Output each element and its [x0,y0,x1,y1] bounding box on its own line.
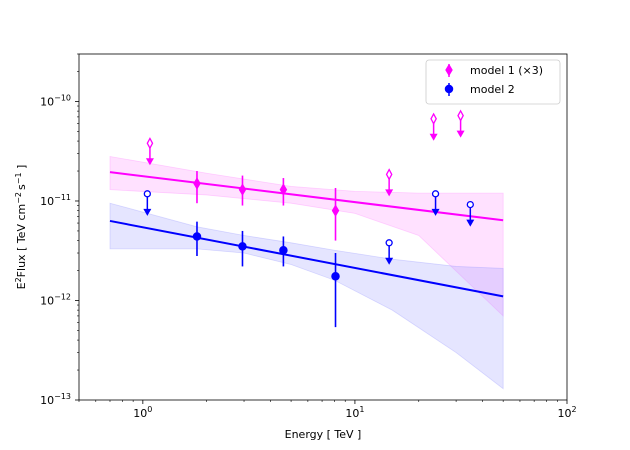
upper-limit-model-2 [466,200,475,227]
upper-limit-model-1 [456,109,465,138]
y-tick-label: 10−13 [40,392,71,407]
fit-lines [109,171,504,298]
limit-marker [143,190,151,198]
limit-marker [430,112,437,125]
upper-limit-model-2 [143,190,152,216]
legend-label-model-2: model 2 [470,83,515,96]
data-point-model-1 [331,188,340,241]
legend-circle [444,84,454,94]
fit-line-model-2 [109,219,504,298]
band-model-1 [109,156,504,317]
point-marker [192,232,202,241]
point-marker [238,183,247,196]
legend-box [425,59,561,105]
x-axis-label: Energy [ TeV ] [285,428,362,441]
data-point-model-1 [279,178,288,206]
upper-limit-model-2 [385,239,394,265]
limit-arrow [456,130,465,138]
legend-marker-model-2 [444,83,454,96]
point-marker [238,242,247,251]
band-model-2 [109,202,504,390]
limit-marker [385,239,393,247]
y-axis-ticks: 10−13 10−12 10−11 10−10 [40,53,79,407]
data-point-model-2 [279,236,288,267]
point-marker [279,245,288,255]
legend-diamond [445,63,453,77]
axes-frame [78,53,568,401]
upper-limit-model-2 [431,190,440,216]
data-marks [143,109,475,328]
y-label-flux: Flux [ TeV cm [15,204,28,278]
x-tick-label: 101 [345,405,364,420]
y-label-e: E [15,282,28,289]
data-point-model-1 [193,171,201,204]
upper-limit-model-1 [429,112,438,141]
limit-marker [431,190,440,198]
point-marker [331,204,340,217]
y-axis-label: E2Flux [ TeV cm−2 s−1 ] [14,165,28,290]
limit-arrow [431,208,440,216]
limit-marker [466,200,474,209]
limit-arrow [429,133,438,141]
fit-line-model-1 [109,171,504,222]
y-tick-label: 10−10 [40,93,71,108]
y-tick-label: 10−12 [40,292,71,307]
upper-limit-model-1 [145,137,154,166]
legend: model 1 (×3) model 2 [425,59,561,105]
limit-marker [146,137,154,150]
data-point-model-2 [331,253,340,328]
y-label-s-sup: −1 [14,172,23,184]
limit-arrow [385,257,394,265]
point-marker [193,177,201,190]
limit-arrow [145,158,154,166]
data-point-model-2 [192,221,202,256]
data-point-model-1 [238,175,247,206]
y-label-e-sup: 2 [14,277,23,282]
point-marker [279,183,288,196]
limit-marker [385,168,393,181]
limit-arrow [143,208,152,216]
confidence-bands [109,156,504,390]
limit-arrow [466,219,475,227]
x-tick-label: 102 [557,405,576,420]
point-marker [331,272,340,281]
x-axis-ticks: 100 101 102 [78,400,577,420]
y-tick-label: 10−11 [40,193,71,208]
limit-marker [457,109,464,122]
limit-arrow [385,189,394,197]
x-tick-label: 100 [133,405,152,420]
upper-limit-model-1 [385,168,394,197]
y-label-cm-sup: −2 [14,192,23,204]
legend-marker-model-1 [445,63,453,77]
y-label-close: ] [15,165,28,173]
data-point-model-2 [238,230,247,267]
y-label-s: s [15,184,28,190]
legend-label-model-1: model 1 (×3) [470,64,543,77]
